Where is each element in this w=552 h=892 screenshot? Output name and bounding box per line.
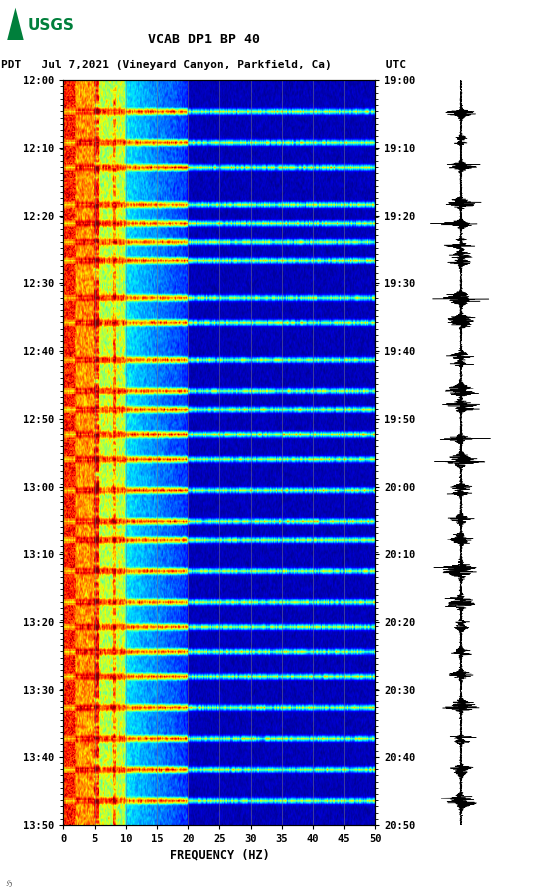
Polygon shape <box>7 8 24 40</box>
Text: USGS: USGS <box>28 18 75 33</box>
X-axis label: FREQUENCY (HZ): FREQUENCY (HZ) <box>169 848 269 862</box>
Text: ℌ: ℌ <box>6 879 12 888</box>
Text: PDT   Jul 7,2021 (Vineyard Canyon, Parkfield, Ca)        UTC: PDT Jul 7,2021 (Vineyard Canyon, Parkfie… <box>1 60 406 70</box>
Text: VCAB DP1 BP 40: VCAB DP1 BP 40 <box>148 33 260 46</box>
